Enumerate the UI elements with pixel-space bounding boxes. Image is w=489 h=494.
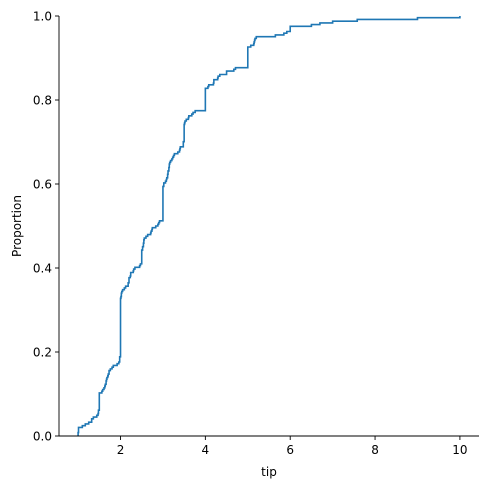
y-tick-label: 0.4	[33, 262, 52, 276]
x-axis-label: tip	[261, 465, 277, 479]
y-tick-label: 0.8	[33, 94, 52, 108]
x-tick-label: 4	[202, 443, 210, 457]
x-tick-label: 6	[286, 443, 294, 457]
y-tick-label: 0.6	[33, 178, 52, 192]
y-tick-label: 1.0	[33, 10, 52, 24]
x-tick-label: 2	[117, 443, 125, 457]
y-axis-label: Proportion	[10, 195, 24, 257]
ecdf-line	[77, 16, 461, 436]
y-tick-label: 0.2	[33, 346, 52, 360]
x-tick-label: 10	[452, 443, 467, 457]
y-tick-label: 0.0	[33, 430, 52, 444]
x-tick-label: 8	[371, 443, 379, 457]
